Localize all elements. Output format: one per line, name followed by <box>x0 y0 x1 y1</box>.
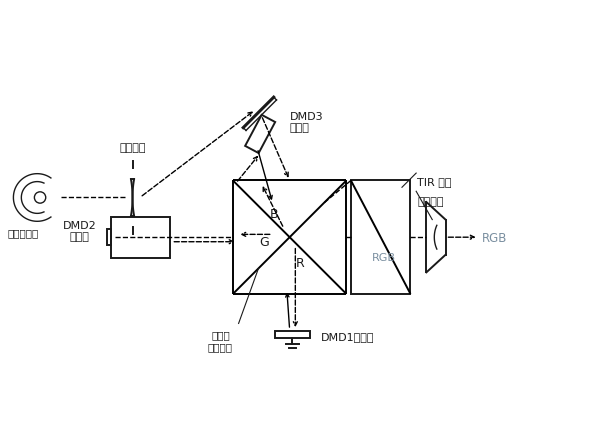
Text: RGB: RGB <box>371 252 396 262</box>
Text: 灯和反射器: 灯和反射器 <box>8 227 39 237</box>
Text: 会聚透镜: 会聚透镜 <box>119 143 146 153</box>
Text: G: G <box>259 236 269 249</box>
Text: DMD2
（绿）: DMD2 （绿） <box>63 220 96 242</box>
Bar <box>275 331 310 339</box>
Text: R: R <box>296 257 304 270</box>
Text: 色分离
合成菱镜: 色分离 合成菱镜 <box>208 329 233 351</box>
Text: RGB: RGB <box>482 231 507 244</box>
Text: B: B <box>270 207 278 220</box>
Text: DMD1（红）: DMD1（红） <box>321 331 374 341</box>
Text: TIR 棱镜: TIR 棱镜 <box>417 177 452 187</box>
Text: DMD3
（蓝）: DMD3 （蓝） <box>290 111 323 133</box>
Text: 投射透镜: 投射透镜 <box>417 197 444 206</box>
Bar <box>107 230 111 246</box>
Bar <box>111 217 170 258</box>
